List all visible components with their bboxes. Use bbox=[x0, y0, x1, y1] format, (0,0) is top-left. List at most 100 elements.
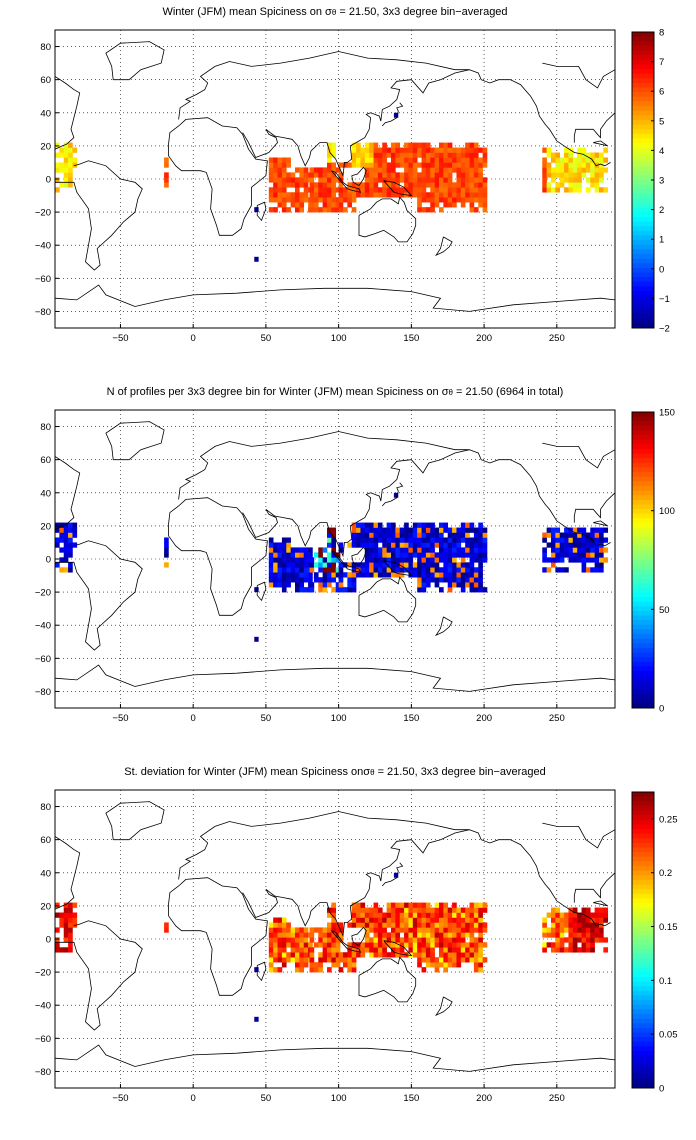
coastline bbox=[178, 811, 470, 880]
data-cell bbox=[286, 957, 291, 963]
data-cell bbox=[399, 147, 405, 153]
data-cell bbox=[286, 582, 291, 588]
y-tick-label: 40 bbox=[40, 868, 51, 879]
data-cell bbox=[430, 547, 435, 553]
data-cell bbox=[590, 567, 595, 573]
data-cell bbox=[281, 932, 287, 938]
colorbar-band bbox=[632, 555, 654, 561]
data-cell bbox=[373, 952, 379, 958]
data-cell bbox=[460, 532, 466, 538]
colorbar-band bbox=[632, 101, 654, 107]
data-cell bbox=[343, 962, 348, 968]
data-cell bbox=[303, 552, 309, 558]
data-cell bbox=[382, 937, 387, 943]
data-cell bbox=[373, 562, 379, 568]
data-cell bbox=[577, 537, 582, 543]
data-cell bbox=[356, 152, 361, 158]
data-cell bbox=[72, 162, 78, 168]
data-cell bbox=[572, 947, 578, 953]
data-cell bbox=[68, 562, 73, 568]
data-cell bbox=[460, 182, 466, 188]
data-cell bbox=[391, 162, 396, 168]
data-cell bbox=[309, 947, 315, 953]
data-cell bbox=[360, 147, 366, 153]
data-cell bbox=[347, 182, 353, 188]
data-cell bbox=[585, 947, 591, 953]
data-cell bbox=[338, 172, 344, 178]
data-cell bbox=[373, 152, 379, 158]
data-cell bbox=[564, 152, 569, 158]
data-cell bbox=[434, 962, 440, 968]
data-cell bbox=[309, 567, 315, 573]
colorbar-band bbox=[632, 527, 654, 533]
data-cell bbox=[425, 162, 431, 168]
data-cell bbox=[268, 942, 274, 948]
data-cell bbox=[469, 917, 475, 923]
data-cell bbox=[585, 167, 591, 173]
data-cell bbox=[447, 547, 453, 553]
colorbar-band bbox=[632, 819, 654, 825]
data-cell bbox=[421, 922, 427, 928]
data-cell bbox=[408, 917, 414, 923]
data-cell bbox=[277, 192, 283, 198]
data-cell bbox=[364, 932, 370, 938]
data-cell bbox=[369, 542, 374, 548]
data-cell bbox=[395, 537, 401, 543]
colorbar-band bbox=[632, 96, 654, 102]
data-cell bbox=[318, 552, 323, 558]
data-cell bbox=[551, 547, 556, 553]
coastline bbox=[55, 920, 143, 1031]
data-cell bbox=[465, 542, 470, 548]
data-cell bbox=[351, 197, 357, 203]
data-cell bbox=[585, 912, 591, 918]
data-cell bbox=[303, 572, 309, 578]
data-cell bbox=[430, 947, 435, 953]
data-cell bbox=[377, 932, 383, 938]
data-cell bbox=[572, 547, 578, 553]
data-cell bbox=[313, 572, 319, 578]
data-cell bbox=[425, 557, 431, 563]
data-cell bbox=[585, 152, 591, 158]
data-cell bbox=[447, 572, 453, 578]
colorbar-band bbox=[632, 977, 654, 983]
data-cell bbox=[373, 527, 379, 533]
data-cell bbox=[473, 967, 479, 973]
data-cell bbox=[327, 927, 332, 933]
data-cell bbox=[439, 952, 444, 958]
data-cell bbox=[585, 932, 591, 938]
data-cell bbox=[599, 927, 604, 933]
data-cell bbox=[478, 172, 483, 178]
data-cell bbox=[568, 172, 574, 178]
data-cell bbox=[318, 182, 323, 188]
data-cell bbox=[443, 577, 449, 583]
data-cell bbox=[434, 192, 440, 198]
data-cell bbox=[603, 917, 609, 923]
colorbar-band bbox=[632, 684, 654, 690]
data-cell bbox=[408, 542, 414, 548]
data-cell bbox=[281, 192, 287, 198]
data-cell bbox=[555, 547, 561, 553]
data-cell bbox=[369, 532, 374, 538]
data-cell bbox=[331, 552, 337, 558]
colorbar-band bbox=[632, 815, 654, 821]
data-cell bbox=[391, 567, 396, 573]
data-cell bbox=[594, 937, 600, 943]
data-cell bbox=[546, 932, 552, 938]
data-cell bbox=[322, 197, 328, 203]
data-cell bbox=[347, 162, 353, 168]
data-cell bbox=[68, 902, 73, 908]
data-cell bbox=[356, 162, 361, 168]
data-cell bbox=[559, 157, 565, 163]
data-cell bbox=[460, 907, 466, 913]
data-cell bbox=[408, 562, 414, 568]
data-cell bbox=[599, 527, 604, 533]
data-cell bbox=[347, 922, 353, 928]
coastline bbox=[351, 926, 367, 947]
data-cell bbox=[377, 527, 383, 533]
data-cell bbox=[281, 957, 287, 963]
data-cell bbox=[369, 917, 374, 923]
data-cell bbox=[478, 177, 483, 183]
data-cell bbox=[382, 947, 387, 953]
data-cell bbox=[417, 957, 422, 963]
data-cell bbox=[404, 177, 409, 183]
